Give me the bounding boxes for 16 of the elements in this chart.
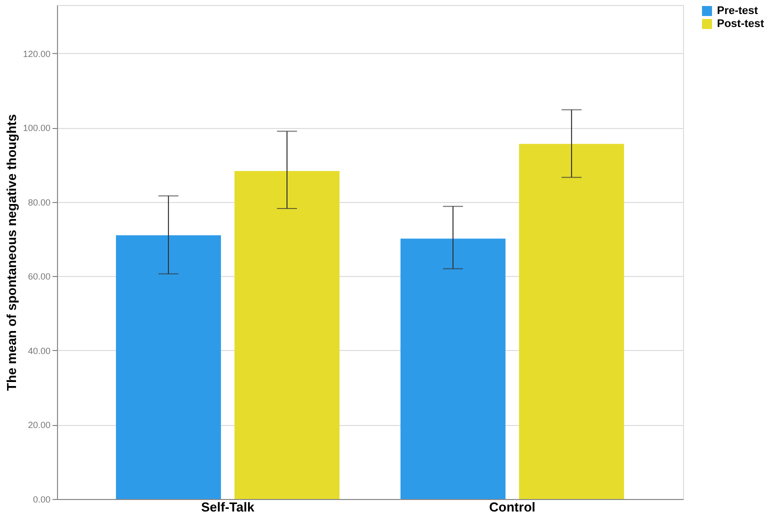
- y-tick-label: 100.00: [22, 123, 50, 134]
- bar: [519, 144, 624, 499]
- bar: [400, 238, 506, 499]
- legend-label: Post-test: [717, 18, 764, 30]
- y-tick-label: 60.00: [28, 272, 50, 282]
- y-tick-label: 120.00: [22, 48, 50, 59]
- x-tick-label: Self-Talk: [201, 500, 256, 514]
- x-tick-label: Control: [489, 500, 536, 514]
- y-tick-label: 0.00: [32, 494, 50, 504]
- bar: [116, 235, 221, 499]
- legend-label: Pre-test: [717, 5, 758, 17]
- y-tick-label: 40.00: [28, 346, 50, 356]
- y-tick-label: 20.00: [28, 420, 50, 430]
- y-axis-title: The mean of spontaneous negative thoughts: [4, 114, 19, 391]
- y-tick-label: 80.00: [28, 197, 50, 208]
- bar: [234, 171, 340, 499]
